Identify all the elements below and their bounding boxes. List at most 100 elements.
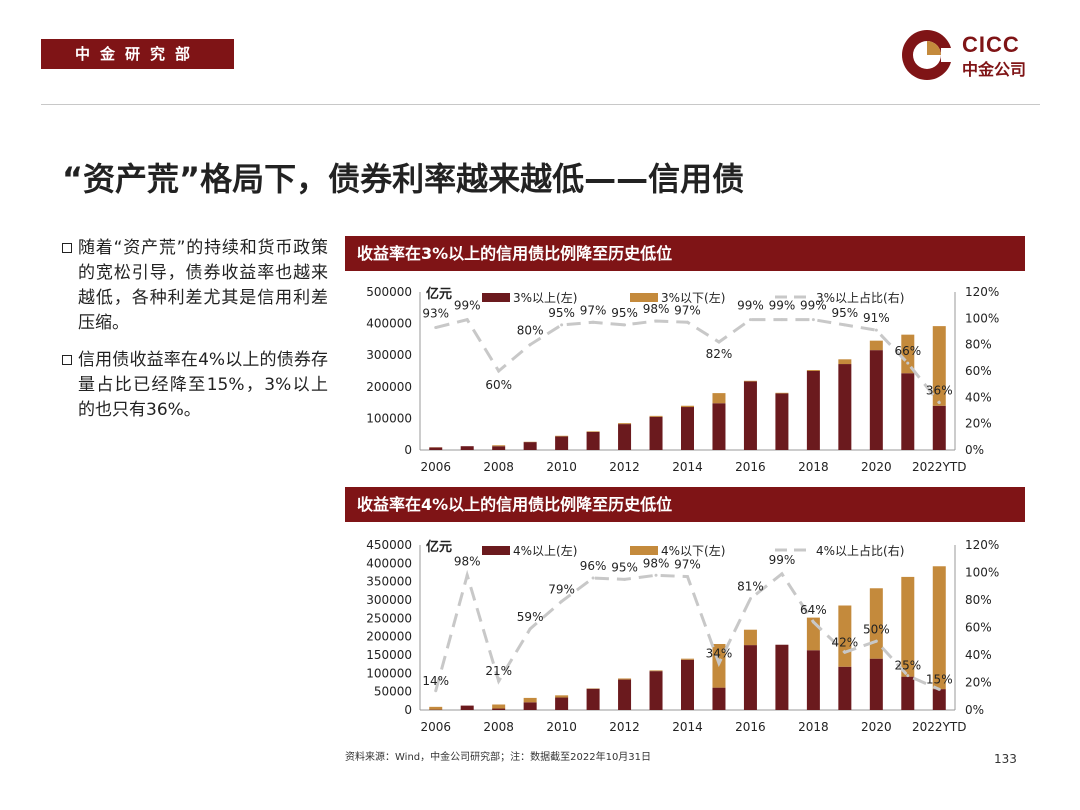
bar-below (901, 576, 915, 677)
bar-above (743, 381, 757, 450)
x-tick-label: 2020 (861, 460, 892, 474)
bar-above (712, 687, 726, 710)
y-right-tick-label: 40% (965, 648, 992, 662)
x-tick-label: 2022YTD (912, 460, 966, 474)
ratio-data-label: 99% (454, 299, 481, 313)
ratio-data-label: 99% (769, 553, 796, 567)
bar-below (555, 435, 569, 437)
y-right-tick-label: 100% (965, 311, 999, 325)
ratio-data-label: 93% (422, 307, 449, 321)
bar-above (649, 416, 663, 450)
logo-text-cn: 中金公司 (962, 60, 1027, 79)
ratio-point (780, 572, 784, 576)
x-tick-label: 2018 (798, 460, 829, 474)
ratio-point (591, 320, 595, 324)
legend-label: 4%以上(左) (513, 543, 577, 558)
ratio-point (497, 679, 501, 683)
bar-above (649, 671, 663, 710)
ratio-data-label: 81% (737, 580, 764, 594)
page-number: 133 (994, 752, 1017, 766)
y-right-tick-label: 100% (965, 566, 999, 580)
legend-swatch-above (482, 546, 510, 555)
ratio-data-label: 95% (832, 306, 859, 320)
y-left-tick-label: 350000 (366, 575, 412, 589)
bar-below (586, 431, 600, 432)
ratio-data-label: 14% (422, 674, 449, 688)
bar-below (618, 423, 632, 425)
y-left-tick-label: 250000 (366, 611, 412, 625)
bar-above (429, 447, 443, 450)
x-tick-label: 2010 (546, 460, 577, 474)
legend-swatch-below (630, 546, 658, 555)
bar-above (838, 666, 852, 710)
ratio-point (497, 369, 501, 373)
square-bullet-icon (62, 355, 72, 365)
x-tick-label: 2010 (546, 720, 577, 734)
ratio-point (937, 687, 941, 691)
ratio-point (560, 599, 564, 603)
y-left-tick-label: 400000 (366, 317, 412, 331)
x-tick-label: 2016 (735, 460, 766, 474)
legend-label: 4%以下(左) (661, 543, 725, 558)
y-left-tick-label: 50000 (374, 685, 412, 699)
ratio-data-label: 60% (485, 378, 512, 392)
cicc-logo: CICC 中金公司 (900, 28, 1050, 84)
bullet-text: 信用债收益率在4%以上的债券存量占比已经降至15%，3%以上的也只有36%。 (78, 350, 328, 420)
page-title: “资产荒”格局下，债券利率越来越低——信用债 (62, 160, 745, 198)
bar-above (838, 364, 852, 450)
ratio-point (654, 319, 658, 323)
bar-above (586, 688, 600, 710)
ratio-point (434, 689, 438, 693)
bar-above (523, 702, 537, 710)
bar-above (869, 658, 883, 710)
unit-label: 亿元 (426, 539, 452, 555)
ratio-data-label: 80% (517, 324, 544, 338)
source-note: 资料来源：Wind，中金公司研究部；注：数据截至2022年10月31日 (345, 752, 652, 763)
y-left-tick-label: 200000 (366, 630, 412, 644)
bar-above (460, 446, 474, 450)
legend-label: 3%以下(左) (661, 290, 725, 305)
ratio-data-label: 97% (674, 303, 701, 317)
bar-above (555, 697, 569, 710)
x-tick-label: 2006 (420, 720, 451, 734)
bar-below (932, 326, 946, 406)
bullet-item: 信用债收益率在4%以上的债券存量占比已经降至15%，3%以上的也只有36%。 (62, 348, 328, 423)
ratio-point (937, 401, 941, 405)
ratio-data-label: 95% (611, 306, 638, 320)
ratio-data-label: 97% (580, 303, 607, 317)
chart2-header: 收益率在4%以上的信用债比例降至历史低位 (345, 487, 1025, 522)
y-left-tick-label: 150000 (366, 648, 412, 662)
ratio-data-label: 15% (926, 672, 953, 686)
square-bullet-icon (62, 243, 72, 253)
ratio-data-label: 25% (894, 659, 921, 673)
legend-label: 3%以上占比(右) (816, 290, 904, 305)
ratio-data-label: 98% (454, 554, 481, 568)
ratio-data-label: 96% (580, 559, 607, 573)
bar-above (555, 436, 569, 450)
ratio-point (780, 318, 784, 322)
y-left-tick-label: 300000 (366, 348, 412, 362)
y-right-tick-label: 20% (965, 417, 992, 431)
bar-below (555, 695, 569, 698)
legend-swatch-above (482, 293, 510, 302)
bar-above (901, 373, 915, 450)
ratio-point (811, 620, 815, 624)
logo-text-en: CICC (962, 32, 1020, 57)
ratio-point (874, 639, 878, 643)
bar-above (523, 442, 537, 450)
y-right-tick-label: 60% (965, 621, 992, 635)
bar-below (775, 392, 789, 394)
bullet-list: 随着“资产荒”的持续和货币政策的宽松引导，债券收益率也越来越低，各种利差尤其是信… (62, 236, 328, 435)
ratio-point (843, 650, 847, 654)
y-left-tick-label: 400000 (366, 556, 412, 570)
ratio-data-label: 36% (926, 384, 953, 398)
ratio-data-label: 59% (517, 610, 544, 624)
ratio-data-label: 64% (800, 603, 827, 617)
unit-label: 亿元 (426, 286, 452, 302)
x-tick-label: 2012 (609, 720, 640, 734)
x-tick-label: 2006 (420, 460, 451, 474)
bar-above (712, 403, 726, 450)
legend-label: 4%以上占比(右) (816, 543, 904, 558)
ratio-point (717, 340, 721, 344)
legend-swatch-below (630, 293, 658, 302)
